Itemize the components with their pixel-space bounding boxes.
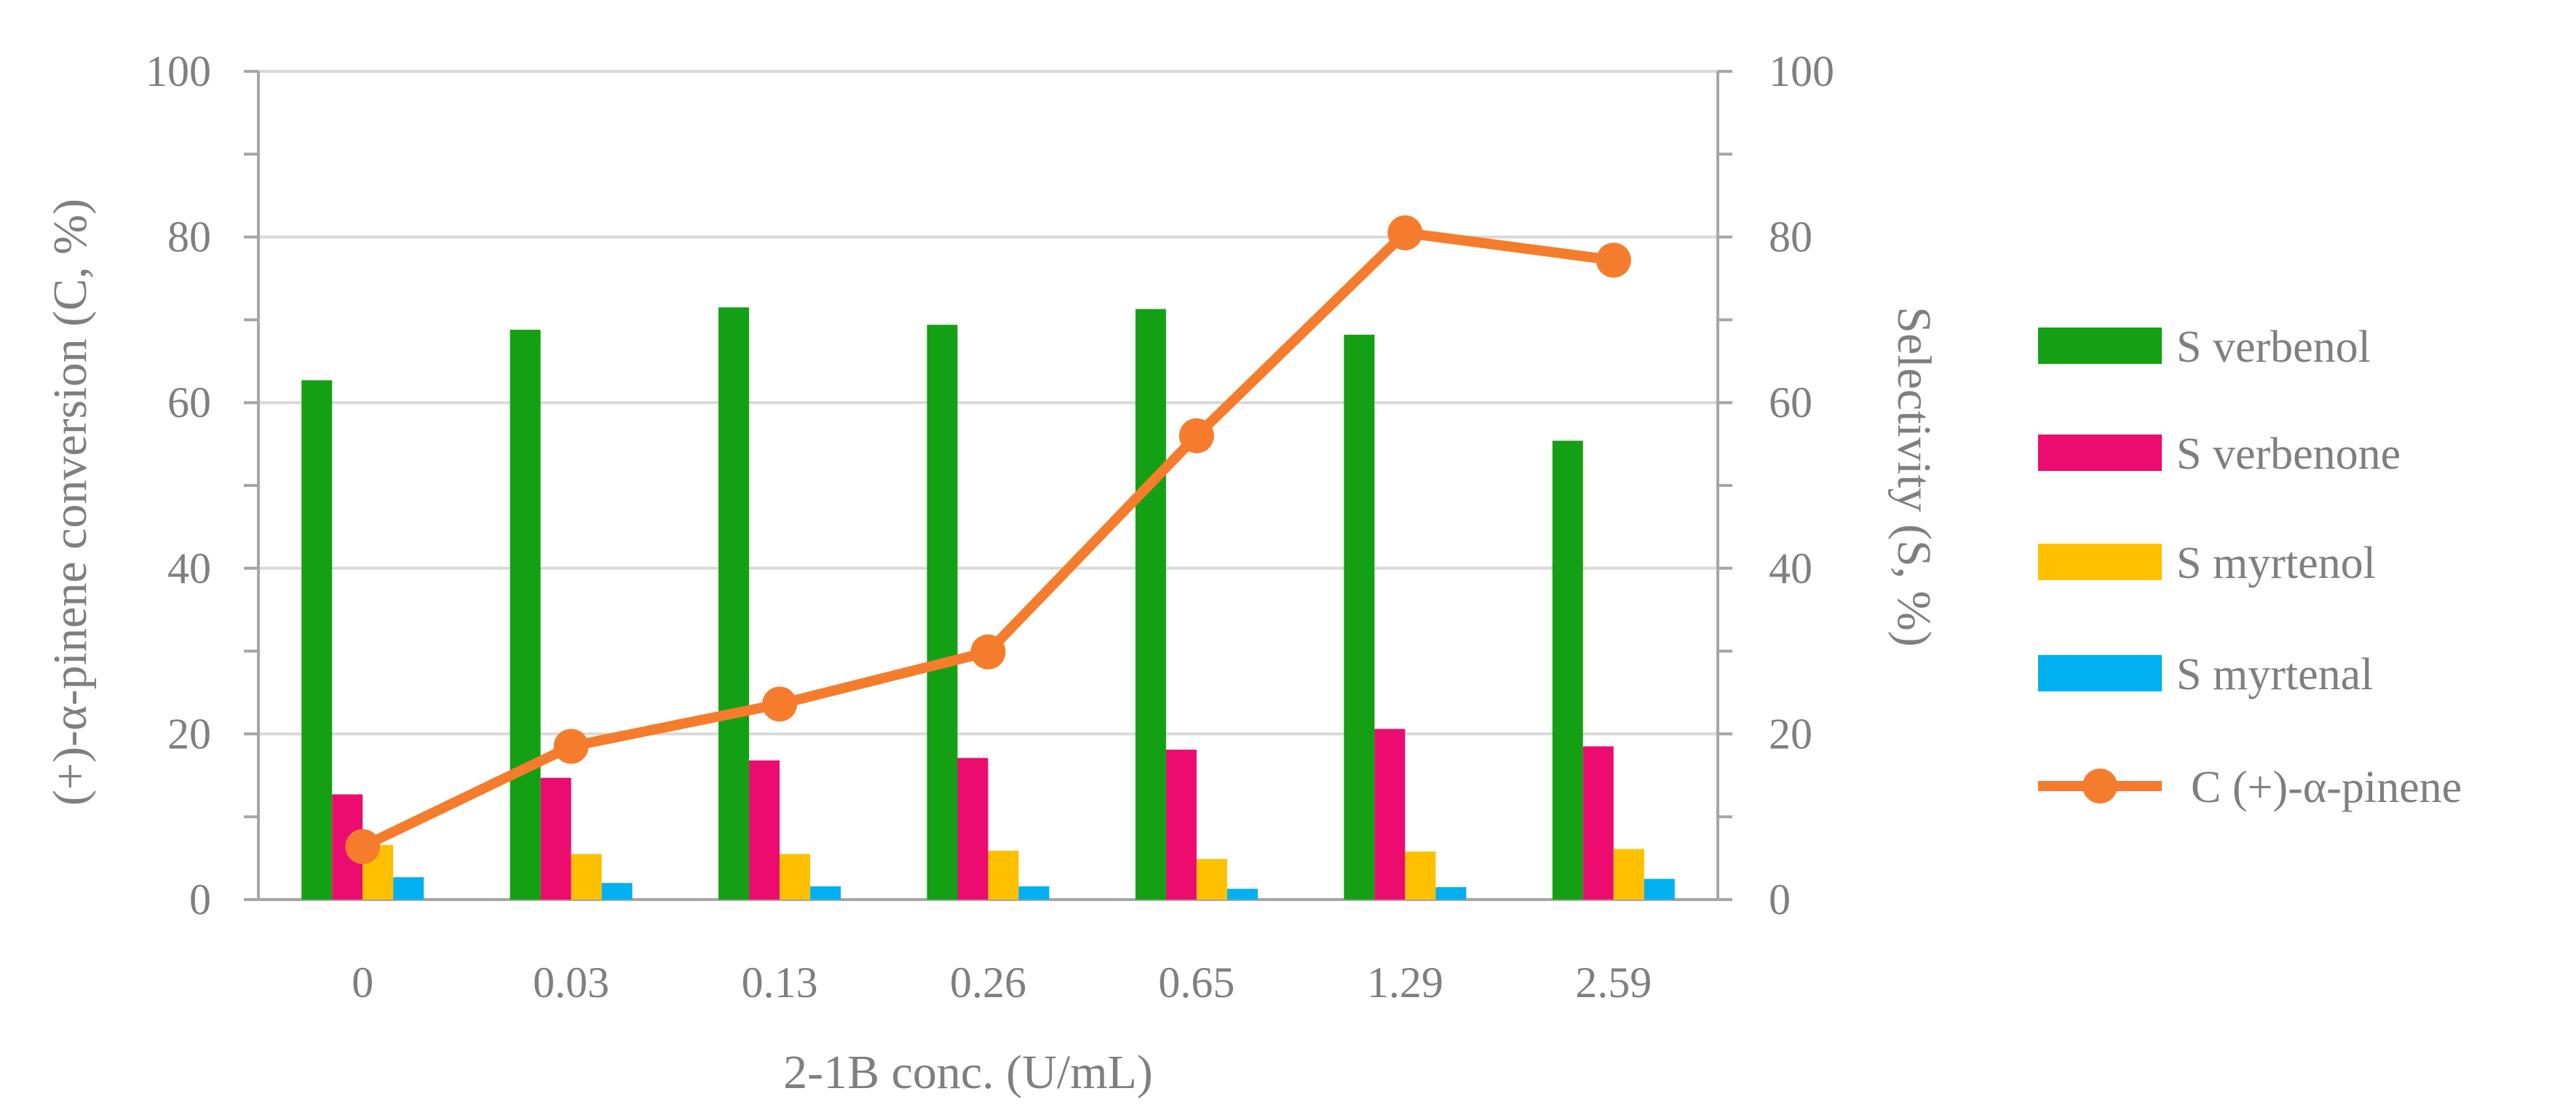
- legend-label: S myrtenal: [2176, 650, 2373, 699]
- line-point: [970, 634, 1006, 670]
- y-right-tick-label: 20: [1769, 710, 1812, 758]
- x-tick-label: 2.59: [1575, 959, 1652, 1007]
- bar: [1435, 886, 1467, 900]
- bar: [1374, 729, 1406, 900]
- line-point: [1387, 215, 1423, 250]
- legend: S verbenol S verbenone S myrtenol S myrtena…: [2038, 322, 2462, 812]
- bar: [749, 760, 780, 900]
- bar: [1405, 851, 1436, 900]
- line-point: [1178, 418, 1214, 453]
- axis-labels: 0 0 20 20 40 40 60 60 80 80 100 100 0 0.03 0.13 0.26 0.6…: [146, 47, 1834, 1007]
- y-left-tick-label: 80: [167, 213, 211, 261]
- y-right-tick-label: 40: [1769, 544, 1812, 592]
- legend-swatch: [2038, 328, 2162, 364]
- bar: [810, 886, 841, 900]
- y-right-tick-label: 0: [1769, 876, 1791, 924]
- legend-label: S verbenone: [2176, 429, 2401, 479]
- bar: [1613, 849, 1644, 900]
- conversion-line: [345, 215, 1631, 865]
- x-tick-label: 1.29: [1367, 959, 1443, 1007]
- bar: [1135, 309, 1166, 900]
- x-tick-label: 0.13: [742, 959, 818, 1007]
- y-left-tick-label: 100: [146, 47, 211, 95]
- y-axis-left-title: (+)-α-pinene conversion (C, %): [44, 199, 97, 806]
- legend-swatch: [2038, 435, 2162, 471]
- line-point: [1596, 242, 1631, 278]
- bar: [1582, 746, 1614, 900]
- legend-swatch: [2038, 655, 2162, 691]
- line-point: [553, 729, 589, 764]
- line-point: [345, 829, 381, 865]
- legend-line-marker: [2082, 769, 2117, 803]
- bars: [301, 307, 1675, 900]
- bar: [1165, 750, 1197, 900]
- y-left-tick-label: 60: [167, 378, 211, 426]
- x-axis-title: 2-1B conc. (U/mL): [783, 1046, 1153, 1099]
- y-right-tick-label: 60: [1769, 378, 1812, 426]
- y-right-tick-label: 80: [1769, 213, 1812, 261]
- bar: [1552, 440, 1583, 900]
- bar: [393, 877, 424, 900]
- bar: [1226, 889, 1258, 900]
- bar: [1344, 334, 1375, 900]
- y-left-tick-label: 40: [167, 544, 211, 592]
- y-left-tick-label: 20: [167, 710, 211, 758]
- legend-swatch: [2038, 544, 2162, 580]
- conversion-line-path: [357, 227, 1619, 852]
- bar: [601, 883, 633, 900]
- x-tick-label: 0.65: [1158, 959, 1235, 1007]
- legend-label: C (+)-α-pinene: [2191, 763, 2462, 812]
- bar: [1018, 886, 1050, 900]
- y-left-tick-label: 0: [189, 876, 211, 924]
- bar: [1644, 878, 1675, 900]
- x-tick-label: 0.26: [950, 959, 1026, 1007]
- line-point: [762, 686, 798, 722]
- y-right-tick-label: 100: [1769, 47, 1834, 95]
- bar: [540, 777, 571, 900]
- bar: [957, 758, 988, 900]
- legend-label: S verbenol: [2176, 322, 2371, 372]
- legend-label: S myrtenol: [2176, 539, 2376, 588]
- bar: [571, 854, 602, 900]
- axes: [244, 70, 1732, 901]
- bar: [301, 380, 333, 900]
- bar: [780, 854, 811, 900]
- bar: [927, 325, 958, 900]
- y-axis-right-title: Selectivity (S, %): [1887, 306, 1941, 646]
- x-tick-label: 0: [352, 959, 373, 1007]
- bar: [1196, 859, 1227, 900]
- x-tick-label: 0.03: [533, 959, 609, 1007]
- bar: [988, 850, 1019, 900]
- bar: [718, 307, 750, 900]
- bar: [510, 330, 541, 900]
